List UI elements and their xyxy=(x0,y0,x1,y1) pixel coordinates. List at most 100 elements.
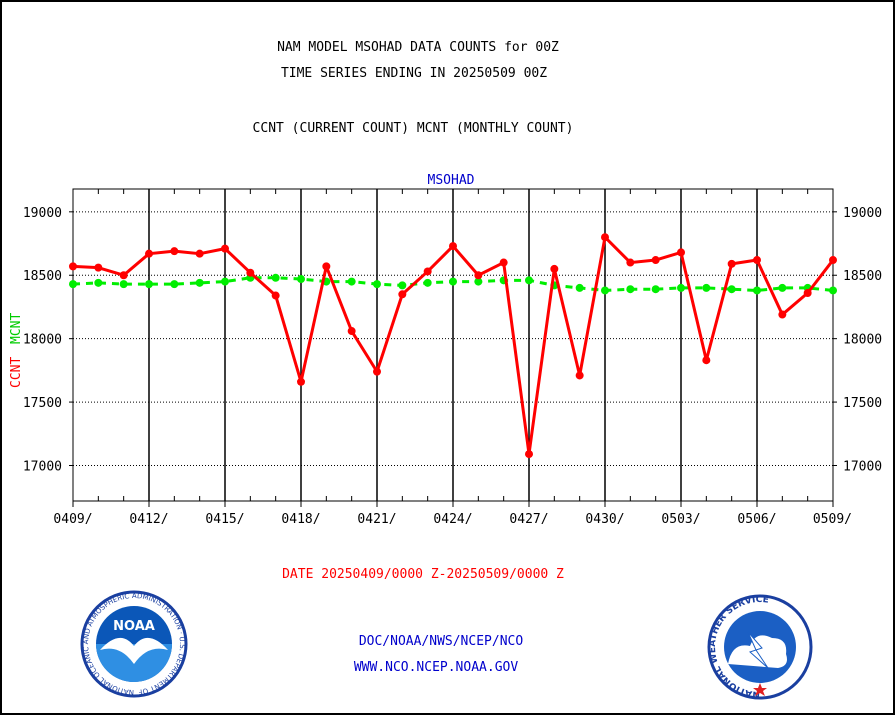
mcnt-point xyxy=(271,273,280,282)
ccnt-point xyxy=(677,248,685,257)
ccnt-point xyxy=(829,256,837,265)
ccnt-point xyxy=(69,262,77,271)
mcnt-point xyxy=(297,275,305,284)
ccnt-point xyxy=(702,356,711,365)
mcnt-point xyxy=(119,280,128,289)
ccnt-point xyxy=(449,242,457,251)
ccnt-point xyxy=(94,263,103,272)
y-tick-label-left: 18500 xyxy=(23,269,62,284)
noaa-logo-text: NOAA xyxy=(113,619,155,634)
ccnt-point xyxy=(373,367,381,376)
ccnt-point xyxy=(601,233,609,242)
y-tick-label-left: 17000 xyxy=(23,459,62,474)
ccnt-point xyxy=(221,244,229,253)
grid-lines xyxy=(73,189,833,501)
ccnt-point xyxy=(550,264,559,273)
header-title: NAM MODEL MSOHAD DATA COUNTS for 00Z xyxy=(277,40,559,55)
mcnt-point xyxy=(575,283,584,292)
y-tick-label-left: 18000 xyxy=(23,333,62,348)
y-tick-label-left: 19000 xyxy=(23,206,62,221)
x-tick-label: 0503/ xyxy=(661,512,700,527)
ccnt-point xyxy=(297,377,305,386)
mcnt-point xyxy=(601,286,609,295)
mcnt-point xyxy=(474,277,483,286)
ccnt-point xyxy=(651,256,660,265)
mcnt-point xyxy=(145,280,153,289)
mcnt-point xyxy=(753,286,761,295)
x-tick-label: 0409/ xyxy=(53,512,92,527)
plot-area: 17000 17500 18000 18500 19000 17000 17500 1800… xyxy=(23,188,882,527)
ccnt-point xyxy=(145,249,153,258)
y-tick-label-right: 18000 xyxy=(843,333,882,348)
org-path-text: DOC/NOAA/NWS/NCEP/NCO xyxy=(359,634,524,649)
mcnt-point xyxy=(195,278,204,287)
ccnt-point xyxy=(499,258,508,267)
plot-title: MSOHAD xyxy=(428,173,475,188)
ccnt-point xyxy=(119,271,128,280)
x-tick-label: 0427/ xyxy=(509,512,548,527)
x-tick-label: 0421/ xyxy=(357,512,396,527)
noaa-bird-icon xyxy=(100,637,168,664)
y-axis-left: 17000 17500 18000 18500 19000 xyxy=(23,206,73,474)
ccnt-point xyxy=(322,262,331,271)
x-tick-label: 0412/ xyxy=(129,512,168,527)
y-axis-label-mcnt: MCNT xyxy=(9,313,24,344)
x-tick-label: 0424/ xyxy=(433,512,472,527)
ccnt-point xyxy=(347,327,356,336)
x-axis: 0409/0412/0415/0418/0421/0424/0427/0430/… xyxy=(53,189,852,527)
mcnt-point xyxy=(347,277,356,286)
nws-logo: NATIONAL WEATHER SERVICE xyxy=(707,594,813,700)
ccnt-point xyxy=(778,310,787,319)
ccnt-point xyxy=(727,259,736,268)
ccnt-point xyxy=(575,371,584,380)
mcnt-point xyxy=(702,283,711,292)
y-axis-label-ccnt: CCNT xyxy=(9,357,24,388)
lightning-icon xyxy=(747,631,769,669)
header-legend-text: CCNT (CURRENT COUNT) MCNT (MONTHLY COUNT… xyxy=(253,121,574,136)
ccnt-point xyxy=(753,256,761,265)
y-axis-right: 17000 17500 18000 18500 19000 xyxy=(833,206,882,474)
x-tick-label: 0509/ xyxy=(813,512,852,527)
website-link[interactable]: WWW.NCO.NCEP.NOAA.GOV xyxy=(354,660,519,675)
mcnt-point xyxy=(170,280,179,289)
mcnt-point xyxy=(221,277,229,286)
mcnt-point xyxy=(94,278,103,287)
mcnt-point xyxy=(677,283,685,292)
mcnt-point xyxy=(727,285,736,294)
mcnt-point xyxy=(778,283,787,292)
mcnt-point xyxy=(626,285,635,294)
y-tick-label-right: 17500 xyxy=(843,396,882,411)
x-tick-label: 0430/ xyxy=(585,512,624,527)
mcnt-point xyxy=(398,281,407,290)
ccnt-point xyxy=(246,268,255,277)
ccnt-point xyxy=(195,249,204,258)
ccnt-point xyxy=(803,289,812,297)
date-range-label: DATE 20250409/0000 Z-20250509/0000 Z xyxy=(282,567,564,582)
ccnt-point xyxy=(626,258,635,267)
x-tick-label: 0415/ xyxy=(205,512,244,527)
mcnt-point xyxy=(69,280,77,289)
header-subtitle: TIME SERIES ENDING IN 20250509 00Z xyxy=(281,66,547,81)
ccnt-point xyxy=(398,290,407,299)
y-tick-label-left: 17500 xyxy=(23,396,62,411)
mcnt-point xyxy=(449,277,457,286)
mcnt-point xyxy=(651,285,660,294)
y-tick-label-right: 19000 xyxy=(843,206,882,221)
star-icon xyxy=(753,683,767,696)
ccnt-point xyxy=(423,267,432,276)
ccnt-point xyxy=(170,247,179,256)
x-tick-label: 0506/ xyxy=(737,512,776,527)
x-tick-label: 0418/ xyxy=(281,512,320,527)
y-tick-label-right: 17000 xyxy=(843,459,882,474)
ccnt-point xyxy=(474,271,483,280)
mcnt-point xyxy=(829,286,837,295)
ccnt-point xyxy=(271,291,280,300)
mcnt-point xyxy=(525,276,533,285)
mcnt-point xyxy=(373,280,381,289)
ccnt-point xyxy=(525,450,533,459)
series-ccnt xyxy=(69,233,837,459)
y-tick-label-right: 18500 xyxy=(843,269,882,284)
mcnt-point xyxy=(423,278,432,287)
